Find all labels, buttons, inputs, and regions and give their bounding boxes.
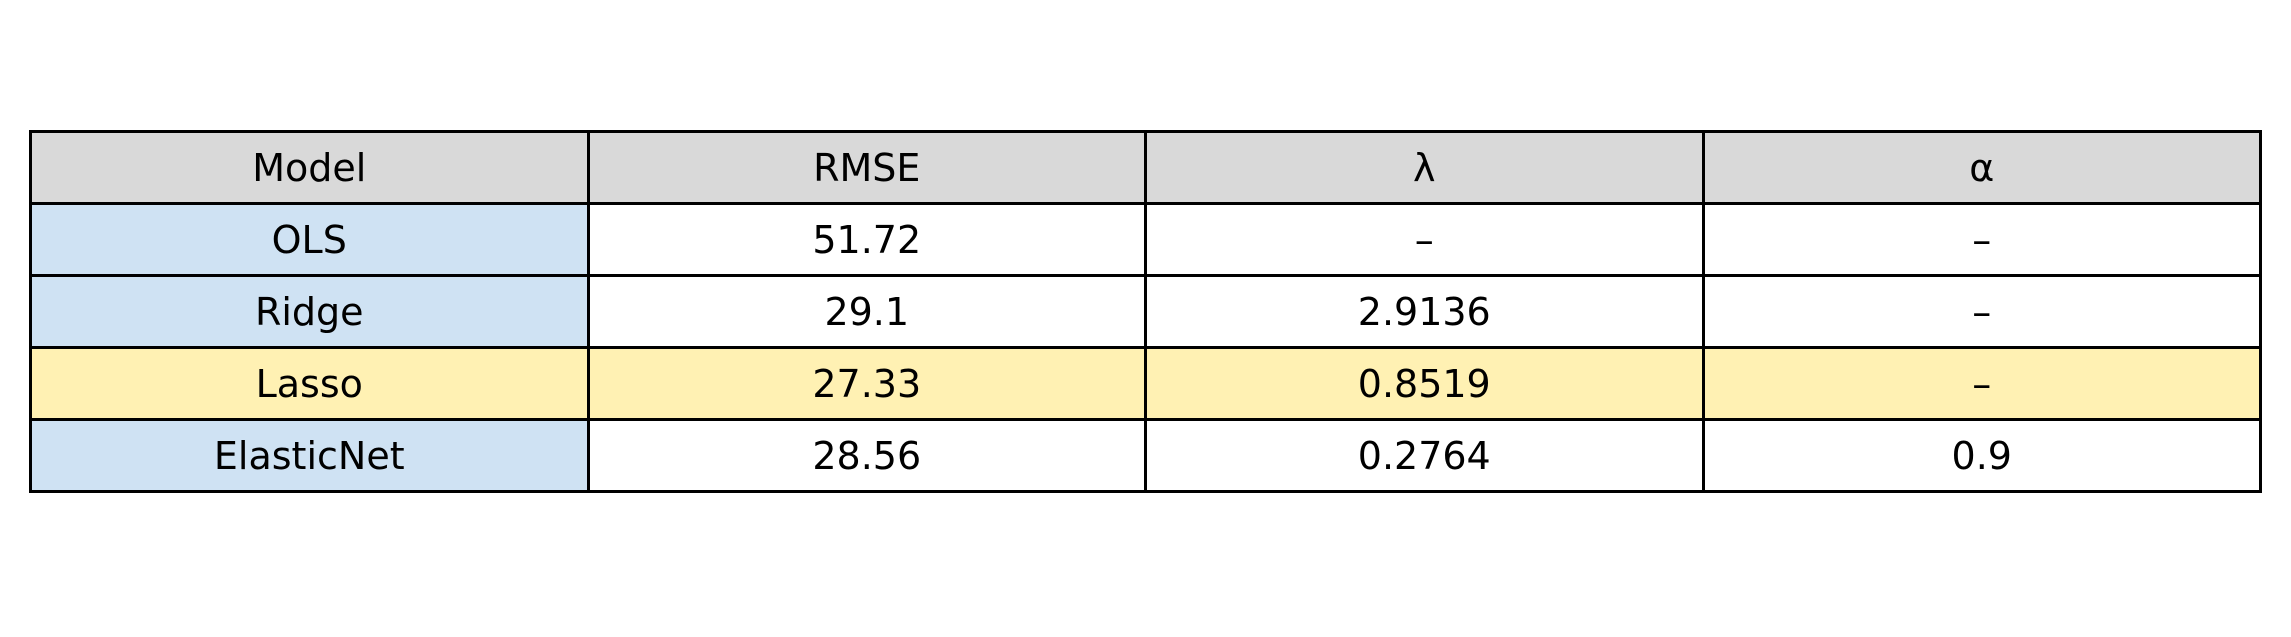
header-row: Model RMSE λ α xyxy=(29,130,2262,205)
model-cell: ElasticNet xyxy=(29,418,590,493)
lambda-cell: 0.8519 xyxy=(1144,346,1705,421)
alpha-cell: – xyxy=(1701,274,2262,349)
lambda-cell: – xyxy=(1144,202,1705,277)
rmse-cell: 51.72 xyxy=(586,202,1147,277)
header-cell-model: Model xyxy=(29,130,590,205)
model-cell: Ridge xyxy=(29,274,590,349)
table-row-ridge: Ridge 29.1 2.9136 – xyxy=(29,274,2262,349)
model-cell: OLS xyxy=(29,202,590,277)
table-row-elasticnet: ElasticNet 28.56 0.2764 0.9 xyxy=(29,418,2262,493)
alpha-cell: – xyxy=(1701,202,2262,277)
header-cell-alpha: α xyxy=(1701,130,2262,205)
table-row-ols: OLS 51.72 – – xyxy=(29,202,2262,277)
results-table: Model RMSE λ α OLS 51.72 – – Ridge 29.1 … xyxy=(29,130,2262,493)
rmse-cell: 29.1 xyxy=(586,274,1147,349)
model-cell: Lasso xyxy=(29,346,590,421)
rmse-cell: 28.56 xyxy=(586,418,1147,493)
alpha-cell: – xyxy=(1701,346,2262,421)
header-cell-rmse: RMSE xyxy=(586,130,1147,205)
rmse-cell: 27.33 xyxy=(586,346,1147,421)
table-row-lasso: Lasso 27.33 0.8519 – xyxy=(29,346,2262,421)
alpha-cell: 0.9 xyxy=(1701,418,2262,493)
header-cell-lambda: λ xyxy=(1144,130,1705,205)
lambda-cell: 0.2764 xyxy=(1144,418,1705,493)
lambda-cell: 2.9136 xyxy=(1144,274,1705,349)
